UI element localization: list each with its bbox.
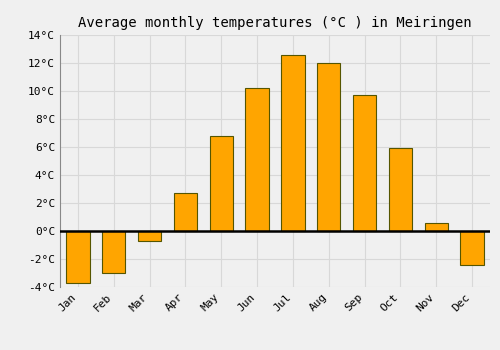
Bar xyxy=(282,55,304,231)
Bar xyxy=(138,231,161,241)
Bar xyxy=(102,231,126,273)
Bar xyxy=(424,223,448,231)
Bar xyxy=(246,88,268,231)
Bar xyxy=(389,148,412,231)
Title: Average monthly temperatures (°C ) in Meiringen: Average monthly temperatures (°C ) in Me… xyxy=(78,16,472,30)
Bar xyxy=(210,136,233,231)
Bar xyxy=(353,95,376,231)
Bar xyxy=(317,63,340,231)
Bar xyxy=(66,231,90,283)
Bar xyxy=(460,231,483,265)
Bar xyxy=(174,193,197,231)
